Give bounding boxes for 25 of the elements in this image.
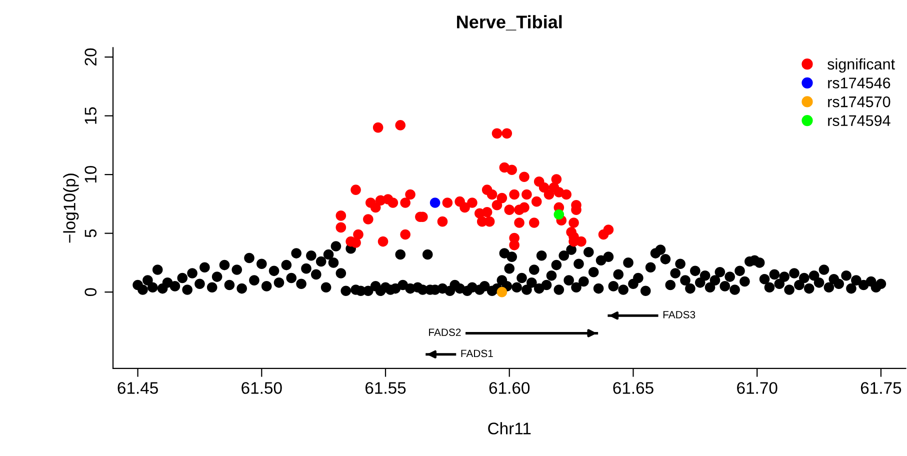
x-axis-title: Chr11 [488, 422, 531, 434]
point [496, 286, 508, 298]
x-tick-label: 61.45 [118, 382, 158, 394]
y-tick-label: 15 [84, 107, 97, 124]
x-tick-label: 61.75 [860, 382, 902, 394]
annotation: FADS3 [663, 310, 696, 318]
legend-label: rs174570 [828, 96, 890, 108]
annotation: FADS2 [429, 328, 461, 336]
y-tick-label: 0 [84, 288, 97, 296]
x-tick-label: 61.60 [489, 382, 530, 394]
chart-title: Nerve_Tibial [457, 15, 562, 30]
y-tick-label: 10 [84, 166, 97, 183]
y-axis-title: −log10(p) [63, 174, 79, 243]
x-tick-label: 61.55 [366, 382, 406, 394]
y-tick-label: 5 [84, 229, 97, 238]
legend-label: significant [828, 58, 895, 73]
x-tick-label: 61.70 [737, 382, 778, 394]
point [430, 198, 440, 208]
annotation: FADS1 [461, 350, 493, 358]
x-tick-label: 61.50 [242, 382, 282, 394]
point [554, 209, 564, 220]
legend-label: rs174546 [828, 78, 890, 88]
x-tick-label: 61.65 [613, 382, 654, 394]
y-tick-label: 20 [84, 48, 97, 66]
legend-label: rs174594 [828, 115, 890, 126]
